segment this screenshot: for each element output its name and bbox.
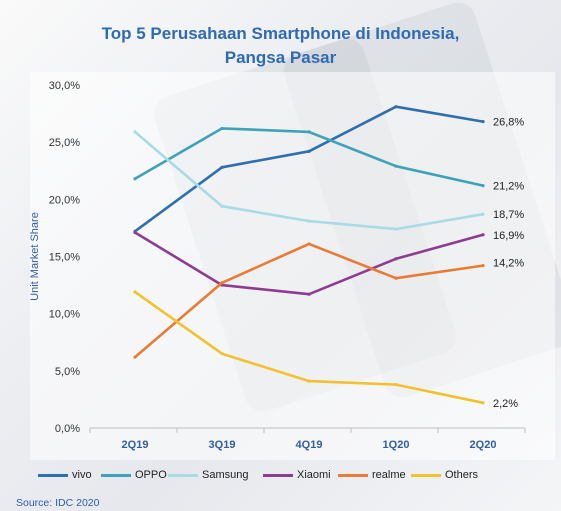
legend-item-realme: realme [338, 466, 406, 484]
y-tick-label: 5,0% [55, 366, 80, 378]
legend-label: Xiaomi [297, 469, 331, 481]
chart-title: Top 5 Perusahaan Smartphone di Indonesia… [0, 22, 561, 70]
legend-swatch [263, 473, 293, 477]
y-tick-label: 20,0% [49, 194, 80, 206]
end-value-label-vivo: 26,8% [493, 117, 524, 129]
legend-label: Others [445, 469, 479, 481]
data-point-xiaomi [394, 257, 398, 261]
data-point-realme [394, 276, 398, 280]
end-value-label-oppo: 21,2% [493, 181, 524, 193]
x-tick-label: 2Q20 [470, 439, 497, 451]
x-tick-label: 3Q19 [209, 439, 236, 451]
legend-item-oppo: OPPO [101, 466, 167, 484]
data-point-xiaomi [307, 292, 311, 296]
data-point-oppo [307, 130, 311, 134]
data-point-oppo [394, 164, 398, 168]
data-point-others [394, 382, 398, 387]
data-point-oppo [220, 126, 224, 131]
data-point-vivo [394, 105, 398, 109]
end-value-label-xiaomi: 16,9% [493, 230, 524, 242]
data-point-vivo [307, 149, 311, 153]
source-note: Source: IDC 2020 [16, 497, 100, 509]
data-point-oppo [481, 184, 485, 188]
legend-item-vivo: vivo [38, 466, 92, 484]
data-point-others [133, 290, 137, 294]
data-point-samsung [481, 212, 485, 216]
x-tick-label: 1Q20 [383, 439, 410, 451]
legend-label: OPPO [135, 469, 167, 481]
x-tick-label: 2Q19 [122, 439, 149, 451]
end-value-label-realme: 14,2% [493, 258, 524, 270]
x-tick-label: 4Q19 [296, 439, 323, 451]
y-axis-label: Unit Market Share [29, 212, 41, 301]
data-point-oppo [133, 177, 137, 181]
legend-item-xiaomi: Xiaomi [263, 466, 331, 484]
data-point-samsung [133, 130, 137, 134]
y-tick-label: 0,0% [55, 423, 80, 435]
data-point-vivo [481, 119, 485, 124]
data-point-others [307, 379, 311, 383]
data-point-xiaomi [133, 230, 137, 235]
y-tick-label: 10,0% [49, 309, 80, 321]
chart-title-line-2: Pangsa Pasar [224, 48, 337, 67]
chart-legend: vivo OPPO Samsung Xiaomi realme Others [38, 466, 558, 484]
data-point-realme [133, 355, 137, 359]
data-point-samsung [220, 204, 224, 208]
data-point-others [220, 352, 224, 356]
legend-label: realme [372, 469, 406, 481]
legend-item-samsung: Samsung [168, 466, 248, 484]
data-point-vivo [220, 165, 224, 169]
legend-label: vivo [72, 469, 92, 481]
legend-swatch [101, 473, 131, 477]
y-tick-label: 15,0% [49, 252, 80, 264]
y-tick-label: 25,0% [49, 137, 80, 149]
end-value-label-others: 2,2% [493, 398, 518, 410]
plot-panel [30, 72, 555, 460]
data-point-realme [481, 264, 485, 268]
data-point-samsung [394, 227, 398, 231]
end-value-label-samsung: 18,7% [493, 209, 524, 221]
legend-swatch [168, 473, 198, 477]
chart-title-line-1: Top 5 Perusahaan Smartphone di Indonesia… [101, 24, 460, 43]
data-point-realme [307, 242, 311, 246]
legend-swatch [38, 473, 68, 477]
data-point-others [481, 401, 485, 405]
data-point-xiaomi [481, 233, 485, 237]
legend-item-others: Others [411, 466, 478, 484]
y-tick-label: 30,0% [49, 80, 80, 92]
data-point-realme [220, 281, 224, 285]
data-point-samsung [307, 219, 311, 223]
legend-label: Samsung [202, 469, 249, 481]
legend-swatch [411, 473, 441, 477]
legend-swatch [338, 473, 368, 477]
